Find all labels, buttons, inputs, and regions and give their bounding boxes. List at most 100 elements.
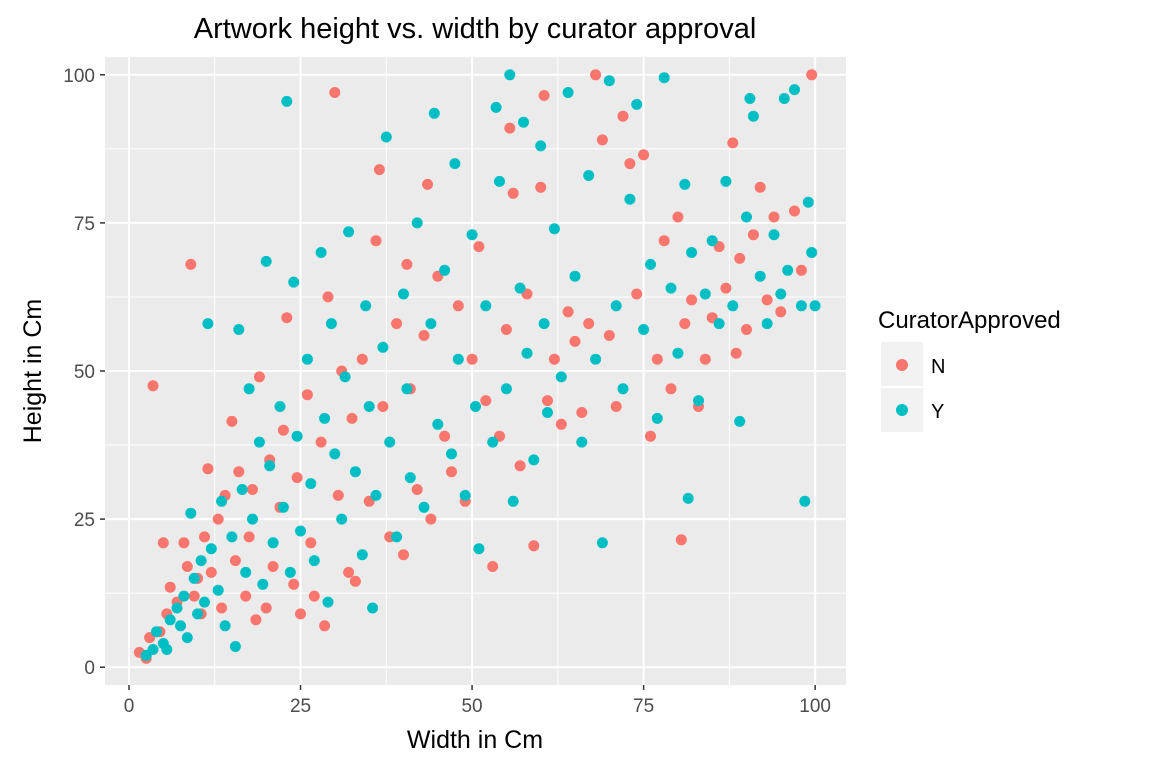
data-point [596,537,608,549]
data-point [494,175,505,187]
data-point [802,196,814,208]
data-point [295,608,306,620]
data-point [651,412,663,424]
data-point [675,534,687,546]
data-point [319,620,331,632]
data-point [446,466,457,478]
data-point [404,472,416,484]
data-point [305,537,317,549]
data-point [542,407,553,418]
data-point [720,282,732,294]
data-point [370,235,382,247]
data-point [446,448,457,460]
data-point [490,101,502,113]
y-axis-title: Height in Cm [19,299,47,444]
data-point [363,401,375,412]
data-point [548,353,560,365]
data-point [789,205,800,217]
data-point [216,602,228,614]
data-point [212,584,224,596]
data-point [576,407,588,418]
data-point [631,98,643,110]
data-point [775,288,787,300]
data-point [665,383,677,395]
data-point [507,495,519,507]
data-point [226,415,238,427]
data-point [349,575,361,587]
y-tick-label: 25 [74,510,95,531]
data-point [356,549,368,561]
data-point [699,353,711,365]
data-point [422,178,433,190]
data-point [267,561,279,572]
data-point [645,430,656,442]
data-point [514,282,526,294]
data-point [151,626,162,638]
data-point [195,555,207,567]
data-point [535,140,547,152]
data-point [257,578,269,590]
data-point [288,578,300,590]
data-point [538,90,550,101]
y-axis: 0 25 50 75 100 [63,66,105,679]
data-point [624,158,636,170]
data-point [528,454,540,466]
data-point [679,178,691,190]
data-point [610,401,622,412]
data-point [658,72,670,84]
legend-title: CuratorApproved [878,307,1061,334]
data-point [741,211,752,223]
data-point [185,258,197,270]
data-point [253,436,265,448]
data-point [617,383,629,395]
data-point [281,95,293,107]
data-point [727,137,739,149]
data-point [295,525,306,537]
data-point [240,566,252,578]
chart-title: Artwork height vs. width by curator appr… [194,13,757,45]
data-point [768,211,780,223]
x-tick-label: 50 [461,696,482,717]
data-point [377,401,389,412]
data-point [202,463,214,475]
data-point [452,300,464,312]
data-point [181,561,193,572]
data-point [346,412,358,424]
data-point [432,418,444,430]
data-point [315,247,327,258]
data-point [487,561,499,572]
legend-label-n: N [931,356,945,378]
data-point [178,537,190,549]
data-point [171,602,183,614]
data-point [319,412,331,424]
data-point [277,501,289,513]
data-point [322,291,334,303]
data-point [487,436,499,448]
data-point [260,255,272,267]
data-point [507,187,519,199]
data-point [679,318,691,330]
data-point [175,620,186,632]
data-point [638,324,650,335]
y-tick-label: 0 [84,658,95,679]
data-point [730,347,742,359]
data-point [240,590,252,602]
data-point [373,164,385,176]
data-point [401,258,413,270]
data-point [250,614,262,626]
data-point [377,341,389,353]
data-point [744,93,756,104]
data-point [370,489,382,501]
data-point [720,175,732,187]
x-tick-label: 0 [124,696,135,717]
data-point [518,116,529,128]
data-point [569,335,581,347]
data-point [229,641,241,652]
data-point [398,288,409,300]
data-point [325,318,337,330]
data-point [590,69,602,81]
data-point [329,448,341,460]
data-point [569,270,581,282]
data-point [243,383,255,395]
data-point [247,513,258,525]
